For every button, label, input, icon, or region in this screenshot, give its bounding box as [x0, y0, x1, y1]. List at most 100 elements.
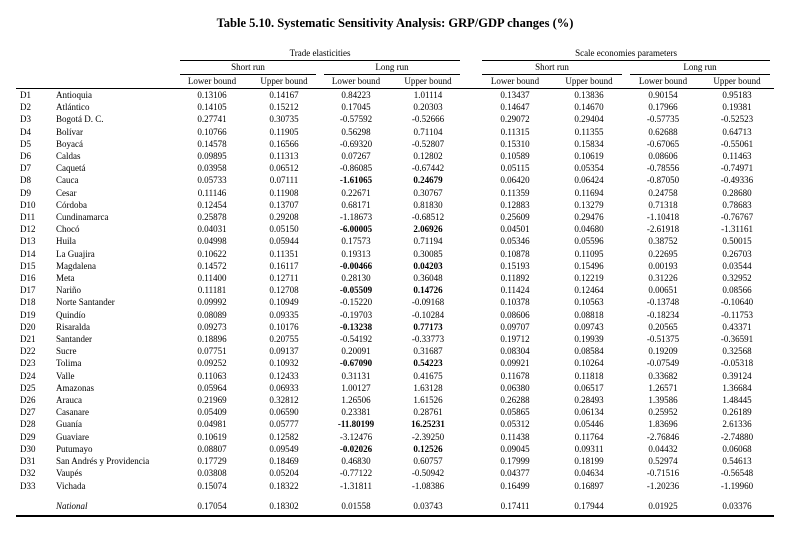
region-name: Vichada — [56, 480, 86, 491]
cell-value: 0.71194 — [413, 236, 443, 247]
cell-value: 0.08807 — [197, 443, 227, 454]
table-row: D3 Bogotá D. C. 0.27741 0.30735 -0.57592 -0.5… — [16, 113, 774, 125]
table-title: Table 5.10. Systematic Sensitivity Analy… — [216, 16, 574, 30]
group-gap — [464, 47, 478, 61]
cell-value: 0.10176 — [269, 321, 299, 332]
col-header-lower-bound: Lower bound — [320, 75, 392, 89]
region-id: D9 — [20, 187, 31, 198]
subheader-scale-short-run: Short run — [478, 61, 626, 75]
cell-value: 0.33682 — [648, 370, 678, 381]
cell-value: 0.18302 — [248, 499, 320, 517]
cell-value: -1.10418 — [646, 212, 680, 223]
region-id: D31 — [20, 456, 36, 467]
cell-value: 0.10949 — [269, 297, 299, 308]
cell-value: -2.76846 — [646, 431, 680, 442]
cell-value: 0.04031 — [197, 224, 227, 235]
subheader-scale-long-run: Long run — [626, 61, 774, 75]
cell-value: -2.39250 — [411, 431, 445, 442]
col-header-upper-bound: Upper bound — [552, 75, 627, 89]
cell-value: 0.24679 — [413, 175, 443, 186]
cell-value: 0.11678 — [500, 370, 530, 381]
cell-value: 0.12883 — [500, 199, 530, 210]
group-gap — [464, 455, 478, 467]
cell-value: 0.06512 — [269, 163, 299, 174]
cell-value: -0.68512 — [411, 212, 445, 223]
group-gap — [464, 309, 478, 321]
cell-value: 0.22671 — [341, 187, 371, 198]
cell-value: 0.05446 — [574, 419, 604, 430]
cell-value: -1.20236 — [646, 480, 680, 491]
cell-value: 0.03376 — [700, 499, 775, 517]
cell-value: 0.11818 — [574, 370, 604, 381]
cell-value: -0.52666 — [411, 114, 445, 125]
region-name: Cundinamarca — [56, 212, 109, 223]
region-name: Norte Santander — [56, 297, 115, 308]
group-gap — [464, 382, 478, 394]
table-row: D30 Putumayo 0.08807 0.09549 -0.02026 0.12526… — [16, 443, 774, 455]
cell-value: 0.10619 — [574, 151, 604, 162]
cell-value: 0.60757 — [413, 456, 443, 467]
region-id: D30 — [20, 443, 36, 454]
cell-value: 0.07111 — [269, 175, 299, 186]
cell-value: 0.11694 — [574, 187, 604, 198]
cell-value: -0.10284 — [411, 309, 445, 320]
group-gap — [464, 162, 478, 174]
table-row: D29 Guaviare 0.10619 0.12582 -3.12476 -2.3925… — [16, 431, 774, 443]
cell-value: 0.23381 — [341, 407, 371, 418]
cell-value: 0.04680 — [574, 224, 604, 235]
cell-value: 0.38752 — [648, 236, 678, 247]
region-id: D29 — [20, 431, 36, 442]
region-id: D14 — [20, 248, 36, 259]
group-gap — [464, 235, 478, 247]
cell-value: 0.25952 — [648, 407, 678, 418]
cell-value: 0.10264 — [574, 358, 604, 369]
cell-value: 0.28761 — [413, 407, 443, 418]
region-name: Santander — [56, 334, 92, 345]
cell-value: 0.64713 — [722, 126, 752, 137]
group-gap — [464, 126, 478, 138]
cell-value: 0.10589 — [500, 151, 530, 162]
cell-value: 0.46830 — [341, 456, 371, 467]
cell-value: 0.05865 — [500, 407, 530, 418]
cell-value: -0.19703 — [339, 309, 373, 320]
cell-value: 0.01925 — [626, 499, 701, 517]
table-body: D1 Antioquia 0.13106 0.14167 0.84223 1.01114 0… — [16, 89, 775, 517]
group-gap — [464, 345, 478, 357]
region-id: D4 — [20, 126, 31, 137]
cell-value: 0.01558 — [320, 499, 392, 517]
group-gap — [464, 406, 478, 418]
region-name: Antioquia — [56, 90, 92, 100]
cell-value: 0.09252 — [197, 358, 227, 369]
table-row: D1 Antioquia 0.13106 0.14167 0.84223 1.01114 0… — [16, 89, 774, 102]
cell-value: 0.18199 — [574, 456, 604, 467]
region-name: Bolívar — [56, 126, 83, 137]
header-blank — [16, 75, 176, 89]
cell-value: 0.26288 — [500, 395, 530, 406]
cell-value: 0.19939 — [574, 334, 604, 345]
subheader-trade-short-run: Short run — [176, 61, 320, 75]
cell-value: -1.19960 — [720, 480, 754, 491]
cell-value: -0.51375 — [646, 334, 680, 345]
cell-value: 0.07267 — [341, 151, 371, 162]
cell-value: 0.08606 — [500, 309, 530, 320]
table-row: D24 Valle 0.11063 0.12433 0.31131 0.41675 0.11… — [16, 370, 774, 382]
cell-value: 0.09549 — [269, 443, 299, 454]
table-header: Trade elasticities Scale economies param… — [16, 47, 775, 89]
cell-value: 0.05346 — [500, 236, 530, 247]
region-id: D32 — [20, 468, 36, 479]
cell-value: 0.54223 — [413, 358, 443, 369]
group-header-scale-economies: Scale economies parameters — [478, 47, 774, 61]
sensitivity-table: Trade elasticities Scale economies param… — [16, 47, 775, 517]
group-gap — [464, 89, 478, 102]
cell-value: 0.08089 — [197, 309, 227, 320]
cell-value: 0.03958 — [197, 163, 227, 174]
cell-value: 0.09707 — [500, 321, 530, 332]
cell-value: 0.04377 — [500, 468, 530, 479]
cell-value: 1.26506 — [341, 395, 371, 406]
table-row: D23 Tolima 0.09252 0.10932 -0.67090 0.54223 0.… — [16, 357, 774, 369]
cell-value: 0.19712 — [500, 334, 530, 345]
cell-value: 0.05312 — [500, 419, 530, 430]
region-id: D10 — [20, 199, 36, 210]
national-blank — [16, 499, 52, 517]
region-name: Tolima — [56, 358, 82, 369]
